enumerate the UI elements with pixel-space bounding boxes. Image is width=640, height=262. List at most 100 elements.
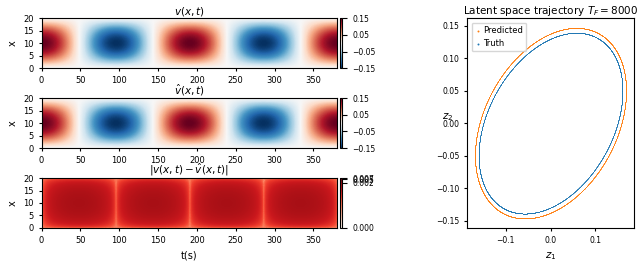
Truth <box>579 181 589 185</box>
Predicted <box>479 108 489 112</box>
Truth <box>558 32 568 36</box>
Truth <box>598 155 608 159</box>
Truth <box>481 187 491 192</box>
Truth <box>519 211 529 216</box>
Predicted <box>470 162 481 166</box>
Predicted <box>529 216 539 220</box>
Truth <box>584 174 595 178</box>
Truth <box>528 211 538 215</box>
Truth <box>543 37 554 42</box>
Predicted <box>568 26 579 30</box>
Predicted <box>534 215 544 219</box>
Truth <box>485 102 495 107</box>
Truth <box>475 170 485 174</box>
Predicted <box>508 215 518 219</box>
Predicted <box>613 131 623 135</box>
Predicted <box>505 214 515 218</box>
Truth <box>543 207 553 211</box>
Truth <box>616 103 627 108</box>
Predicted <box>495 77 505 81</box>
Predicted <box>536 214 547 218</box>
Truth <box>504 71 514 75</box>
Predicted <box>575 26 585 30</box>
Truth <box>569 31 579 35</box>
Predicted <box>568 26 579 30</box>
Predicted <box>616 124 626 128</box>
Predicted <box>544 211 554 215</box>
Truth <box>499 78 509 82</box>
Truth <box>553 34 563 38</box>
Truth <box>586 173 596 177</box>
Predicted <box>552 207 563 211</box>
Truth <box>524 50 534 54</box>
Truth <box>602 43 612 47</box>
Truth <box>563 31 573 35</box>
Truth <box>490 199 500 203</box>
Truth <box>497 80 508 85</box>
Truth <box>477 128 487 132</box>
Predicted <box>621 79 631 84</box>
Truth <box>519 54 529 59</box>
Truth <box>548 204 558 208</box>
Predicted <box>572 194 582 198</box>
Truth <box>595 160 605 164</box>
Truth <box>609 52 619 56</box>
Truth <box>474 149 484 153</box>
Truth <box>540 208 550 212</box>
Predicted <box>621 92 631 96</box>
Predicted <box>620 77 630 81</box>
Truth <box>604 46 614 50</box>
Predicted <box>479 108 489 112</box>
Predicted <box>618 113 628 117</box>
Truth <box>508 210 518 214</box>
Truth <box>536 41 547 46</box>
Truth <box>497 80 507 85</box>
Truth <box>612 121 623 125</box>
Predicted <box>528 41 538 45</box>
Truth <box>569 190 579 194</box>
Truth <box>474 152 484 156</box>
Truth <box>474 159 484 163</box>
Predicted <box>610 47 620 51</box>
Predicted <box>515 216 525 220</box>
Predicted <box>559 203 570 207</box>
Truth <box>541 207 552 211</box>
Predicted <box>570 26 580 30</box>
Predicted <box>620 106 630 111</box>
Predicted <box>476 185 486 189</box>
Truth <box>480 114 490 119</box>
Truth <box>606 48 616 53</box>
Predicted <box>540 213 550 217</box>
Predicted <box>613 132 623 137</box>
Truth <box>617 99 627 103</box>
Truth <box>512 62 522 66</box>
Predicted <box>483 198 493 202</box>
Truth <box>556 200 566 204</box>
Predicted <box>599 161 609 165</box>
Truth <box>616 107 626 111</box>
Truth <box>583 32 593 36</box>
Truth <box>516 211 527 216</box>
Truth <box>502 208 512 212</box>
Truth <box>606 48 616 52</box>
Predicted <box>489 86 499 90</box>
Truth <box>616 75 627 80</box>
Truth <box>476 133 486 137</box>
Truth <box>554 34 564 38</box>
Truth <box>612 61 623 65</box>
Truth <box>534 209 545 214</box>
Predicted <box>618 117 628 122</box>
Truth <box>511 62 522 66</box>
Predicted <box>518 49 529 53</box>
Truth <box>519 211 529 216</box>
Predicted <box>593 31 603 35</box>
Truth <box>476 176 486 180</box>
Truth <box>555 200 565 205</box>
Predicted <box>473 177 483 181</box>
Truth <box>587 171 597 175</box>
Truth <box>595 38 605 42</box>
Truth <box>614 65 625 69</box>
Truth <box>563 195 573 200</box>
Truth <box>538 208 548 212</box>
Truth <box>573 31 584 35</box>
